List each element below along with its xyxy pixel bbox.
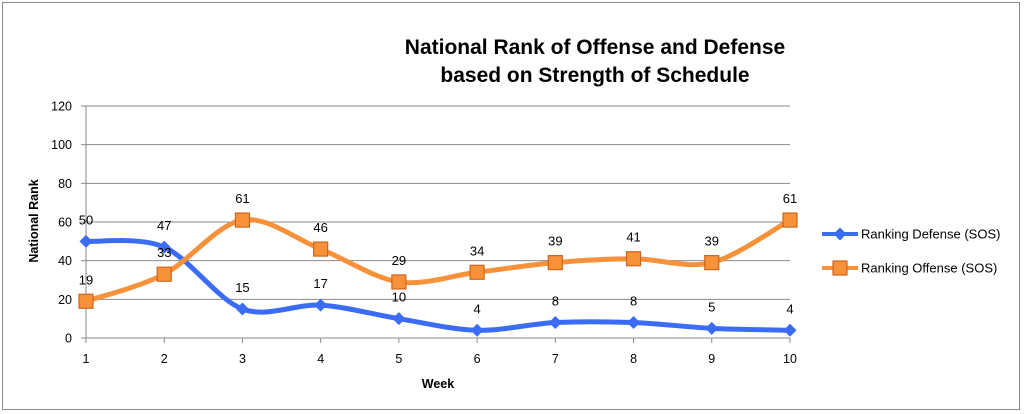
y-tick-label: 100 <box>51 138 72 152</box>
data-point-offense <box>391 274 407 290</box>
data-label-offense: 61 <box>235 191 249 206</box>
series-line-defense <box>83 238 793 333</box>
data-label-offense: 61 <box>783 191 797 206</box>
data-point-defense <box>705 321 719 335</box>
data-point-offense <box>547 255 563 271</box>
data-point-offense <box>313 241 329 257</box>
x-tick-label: 7 <box>552 352 559 366</box>
data-label-defense: 4 <box>786 301 793 316</box>
legend-label-defense: Ranking Defense (SOS) <box>861 227 1000 242</box>
x-tick-label: 10 <box>783 352 797 366</box>
data-point-defense <box>157 240 171 254</box>
data-label-offense: 39 <box>548 234 562 249</box>
data-label-offense: 33 <box>157 245 171 260</box>
data-point-defense <box>783 323 797 337</box>
data-label-defense: 4 <box>473 301 480 316</box>
data-label-defense: 5 <box>708 299 715 314</box>
x-tick-label: 4 <box>317 352 324 366</box>
data-point-defense <box>548 316 562 330</box>
y-tick-label: 120 <box>51 100 72 114</box>
x-tick-label: 5 <box>395 352 402 366</box>
x-tick-label: 2 <box>161 352 168 366</box>
data-label-defense: 10 <box>392 290 406 305</box>
data-point-defense <box>314 298 328 312</box>
data-label-offense: 29 <box>392 253 406 268</box>
y-tick-label: 0 <box>65 332 72 346</box>
data-label-defense: 8 <box>630 294 637 309</box>
data-label-defense: 17 <box>313 276 327 291</box>
y-tick-label: 60 <box>58 216 72 230</box>
data-point-defense <box>392 312 406 326</box>
data-point-offense <box>782 212 798 228</box>
x-tick-label: 6 <box>474 352 481 366</box>
y-axis-title: National Rank <box>27 179 41 262</box>
chart-title-line-2: based on Strength of Schedule <box>440 64 749 87</box>
legend-marker-defense <box>833 227 847 241</box>
chart-title-line-1: National Rank of Offense and Defense <box>405 36 785 59</box>
legend-label-offense: Ranking Offense (SOS) <box>861 261 997 276</box>
data-point-defense <box>235 302 249 316</box>
y-tick-label: 40 <box>58 254 72 268</box>
data-label-offense: 39 <box>705 234 719 249</box>
data-label-offense: 46 <box>313 220 327 235</box>
data-point-offense <box>156 266 172 282</box>
data-labels: 50 47 15 17 10 4 8 8 5 4 19 33 61 46 29 34 39 41 39 61 <box>79 191 797 316</box>
data-point-defense <box>79 234 93 248</box>
data-label-defense: 47 <box>157 218 171 233</box>
data-label-defense: 50 <box>79 212 93 227</box>
x-tick-label: 8 <box>630 352 637 366</box>
axes <box>81 105 791 343</box>
data-label-defense: 8 <box>552 294 559 309</box>
x-tick-label: 1 <box>83 352 90 366</box>
series-line-offense <box>83 217 793 304</box>
data-label-offense: 41 <box>626 230 640 245</box>
data-point-offense <box>469 264 485 280</box>
chart-frame <box>2 2 1020 410</box>
x-tick-label: 3 <box>239 352 246 366</box>
legend: Ranking Defense (SOS) Ranking Offense (SO… <box>822 227 1000 276</box>
data-point-defense <box>470 323 484 337</box>
data-point-defense <box>627 316 641 330</box>
y-tick-label: 80 <box>58 177 72 191</box>
legend-marker-offense <box>832 260 848 276</box>
series-lines <box>78 212 798 337</box>
data-label-offense: 19 <box>79 272 93 287</box>
x-tick-label: 9 <box>708 352 715 366</box>
data-label-offense: 34 <box>470 243 484 258</box>
data-label-defense: 15 <box>235 280 249 295</box>
y-tick-label: 20 <box>58 293 72 307</box>
data-point-offense <box>704 255 720 271</box>
data-point-offense <box>625 251 642 267</box>
x-axis-title: Week <box>422 377 454 391</box>
data-point-offense <box>234 212 251 228</box>
data-point-offense <box>78 293 94 309</box>
